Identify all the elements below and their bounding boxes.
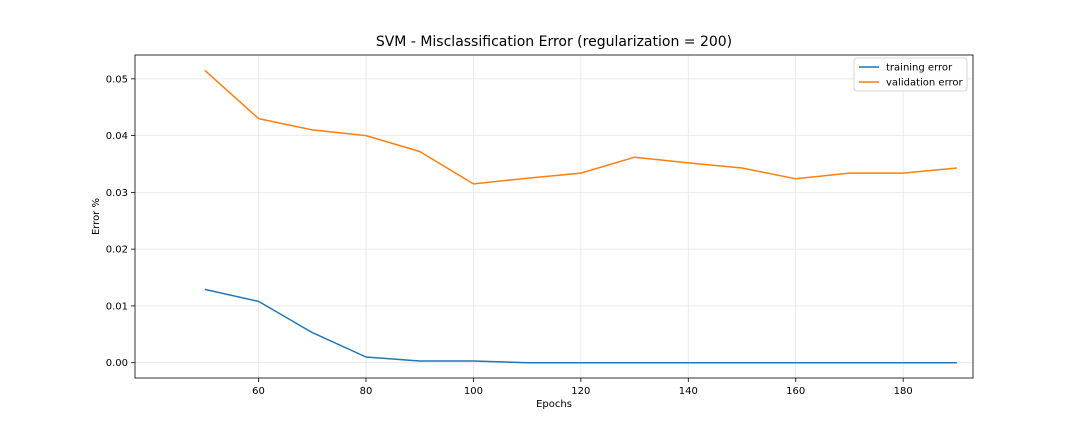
legend-label: validation error [886, 78, 964, 89]
plot-frame [134, 54, 974, 379]
x-tick-label: 160 [786, 386, 805, 397]
x-axis-label: Epochs [536, 399, 572, 410]
y-tick-label: 0.01 [106, 301, 128, 312]
x-tick-label: 100 [464, 386, 483, 397]
legend-label: training error [886, 63, 953, 74]
x-axis-ticks: 60 80 100 120 140 160 180 [252, 378, 913, 397]
y-tick-label: 0.03 [106, 188, 128, 199]
series-lines [204, 69, 957, 364]
y-axis-label: Error % [91, 198, 102, 235]
x-tick-label: 180 [894, 386, 913, 397]
x-tick-label: 60 [252, 386, 265, 397]
x-tick-label: 80 [360, 386, 373, 397]
y-tick-label: 0.00 [106, 358, 128, 369]
series-line-validation-error [204, 69, 957, 185]
y-tick-label: 0.05 [106, 74, 128, 85]
series-line-training-error [204, 288, 957, 364]
x-tick-label: 140 [679, 386, 698, 397]
legend: training error validation error [853, 57, 968, 92]
y-axis-ticks: 0.00 0.01 0.02 0.03 0.04 0.05 [106, 74, 135, 369]
chart-title: SVM - Misclassification Error (regulariz… [376, 34, 732, 50]
grid-lines [135, 55, 973, 378]
y-tick-label: 0.02 [106, 245, 128, 256]
x-tick-label: 120 [571, 386, 590, 397]
legend-box [853, 57, 968, 92]
y-tick-label: 0.04 [106, 131, 128, 142]
